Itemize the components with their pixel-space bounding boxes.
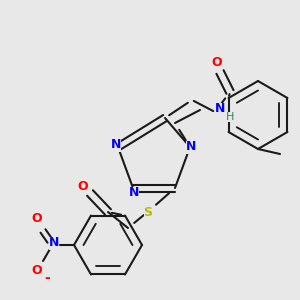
Text: S: S [143,206,152,218]
Text: O: O [78,181,88,194]
Text: N: N [186,140,196,154]
Text: N: N [129,187,139,200]
Text: N: N [215,103,225,116]
Text: N: N [49,236,59,250]
Text: O: O [32,212,42,226]
Text: O: O [32,263,42,277]
Text: N: N [111,139,121,152]
Text: H: H [226,112,234,122]
Text: O: O [212,56,222,70]
Text: -: - [44,271,50,285]
